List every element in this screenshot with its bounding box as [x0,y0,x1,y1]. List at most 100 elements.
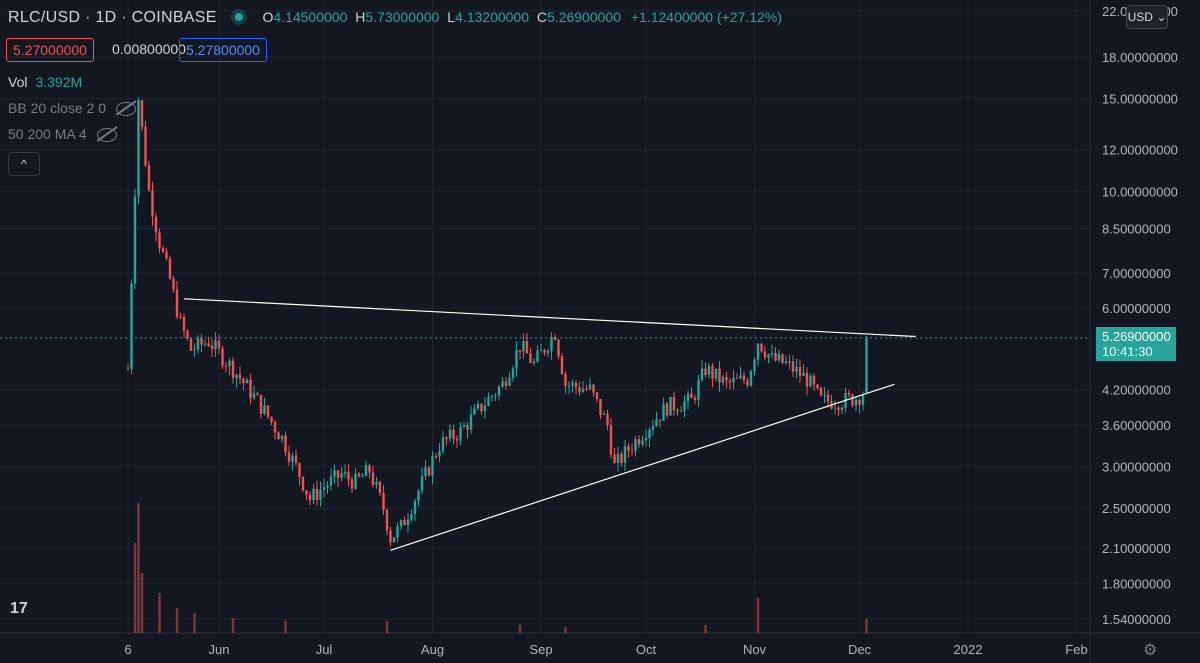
candle-body [676,409,679,412]
currency-dropdown[interactable]: USD ⌄ [1126,5,1168,29]
candle-body [693,397,697,400]
candle-body [364,465,368,476]
volume-bar [137,503,140,633]
sell-button[interactable]: 5.27000000 [6,38,94,62]
eye-off-icon[interactable] [96,128,117,143]
candle-body [371,472,375,485]
spread-value: 0.00800000 [112,41,186,57]
candle-body [434,456,438,458]
candle-body [196,338,200,350]
y-tick-label: 12.00000000 [1102,143,1178,158]
bollinger-indicator[interactable]: BB 20 close 2 0 [8,100,137,117]
x-tick-label: Jun [209,642,230,657]
candle-body [704,368,707,375]
gear-icon[interactable]: ⚙ [1143,642,1158,659]
candle-body [343,471,347,474]
candle-body [252,393,256,399]
volume-bar [564,627,567,633]
candle-body [679,410,683,412]
y-tick-label: 2.10000000 [1102,541,1171,556]
candle-body [697,380,700,400]
candle-body [329,476,333,486]
candle-body [441,437,445,452]
candle-body [238,374,242,379]
candle-body [732,377,735,383]
candle-body [725,376,728,381]
candle-body [301,476,305,491]
high-value: 5.73000000 [365,9,440,25]
candle-body [483,405,487,412]
buy-button[interactable]: 5.27800000 [179,38,267,62]
candle-body [420,476,424,491]
candle-body [133,196,137,284]
candle-body [749,371,753,386]
candle-body [427,467,431,476]
candle-body [798,366,802,376]
candle-body [147,165,151,191]
tradingview-logo-icon[interactable]: 17 [10,600,28,617]
candle-body [333,470,336,477]
candle-body [686,393,690,402]
candle-body [840,407,844,411]
volume-bar [756,598,760,633]
candle-body [581,388,585,392]
candle-body [781,354,784,364]
candle-body [270,416,273,423]
candle-body [221,348,224,366]
candle-body [319,489,322,500]
trendline[interactable] [183,298,916,338]
candle-body [641,440,644,445]
candle-body [742,375,746,381]
candle-body [312,488,315,501]
candle-body [280,435,284,440]
candle-body [518,349,522,352]
candle-body [392,537,396,543]
candle-body [175,289,179,317]
collapse-legend-button[interactable]: ^ [8,152,40,176]
candle-body [494,395,497,397]
candle-body [529,353,532,363]
eye-off-icon[interactable] [116,102,137,117]
candle-body [224,365,228,367]
candle-body [760,343,763,352]
candle-body [336,470,340,478]
candle-body [455,438,459,441]
x-tick-label: Jul [316,642,333,657]
volume-bar [284,621,287,633]
candle-body [665,403,669,416]
candle-body [728,380,732,383]
candle-body [865,337,868,393]
candle-body [858,399,861,405]
candle-body [144,126,147,166]
candle-body [417,490,420,501]
volume-indicator[interactable]: Vol 3.392M [8,74,82,90]
candle-body [602,413,606,415]
candle-body [683,401,686,411]
trendline[interactable] [390,383,895,551]
ma-indicator[interactable]: 50 200 MA 4 [8,126,117,143]
candle-body [644,438,648,441]
candle-body [368,465,371,473]
candle-body [410,514,413,520]
volume-bar [175,608,179,633]
candle-body [651,426,655,430]
candle-body [763,351,767,358]
candle-body [739,375,742,379]
candle-body [182,316,186,331]
candle-body [634,439,637,451]
candle-body [231,360,235,379]
candle-body [557,339,560,357]
symbol-label[interactable]: RLC/USD · 1D · COINBASE [8,9,217,26]
candle-body [459,426,462,441]
x-tick-label: Sep [529,642,552,657]
change-value: +1.12400000 (+27.12%) [630,9,782,25]
volume-bar [385,621,389,633]
candle-body [819,387,823,396]
candle-body [413,500,417,515]
candle-body [578,387,581,392]
candle-body [788,361,791,363]
candle-body [361,475,364,477]
candle-body [599,399,602,415]
candle-body [448,429,452,439]
